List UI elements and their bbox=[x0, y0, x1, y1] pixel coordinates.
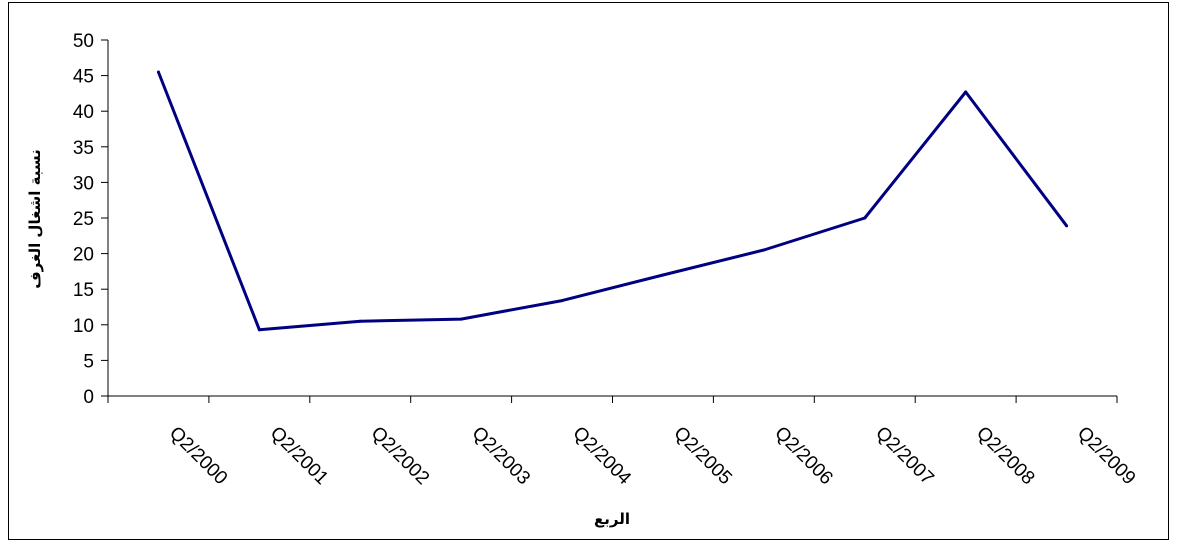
x-tick-label: Q2/2004 bbox=[569, 423, 636, 490]
y-tick-label: 5 bbox=[83, 351, 94, 372]
x-tick-label: Q2/2009 bbox=[1073, 423, 1139, 489]
x-tick-label: Q2/2007 bbox=[871, 423, 937, 489]
data-point bbox=[762, 248, 766, 252]
data-point bbox=[1065, 224, 1069, 228]
data-point bbox=[459, 317, 463, 321]
y-tick-label: 35 bbox=[73, 138, 94, 159]
data-point bbox=[863, 216, 867, 220]
data-point bbox=[156, 70, 160, 74]
series-layer bbox=[156, 70, 1069, 332]
x-axis: Q2/2000 Q2/2001 Q2/2002 Q2/2003 Q2/2004 Q2/20… bbox=[107, 395, 1139, 490]
chart-frame bbox=[8, 2, 1169, 540]
y-tick-label: 15 bbox=[73, 280, 94, 301]
x-tick-label: Q2/2008 bbox=[972, 423, 1038, 489]
data-point bbox=[560, 299, 564, 303]
y-tick-label: 50 bbox=[73, 31, 94, 52]
data-point bbox=[358, 319, 362, 323]
data-point bbox=[964, 90, 968, 94]
y-tick-label: 0 bbox=[83, 387, 94, 408]
series-line bbox=[157, 71, 1068, 332]
y-tick-label: 25 bbox=[73, 209, 94, 230]
y-tick-label: 45 bbox=[73, 67, 94, 88]
data-point bbox=[661, 273, 665, 277]
y-axis: 0 5 10 15 20 25 30 35 40 45 50 bbox=[73, 31, 109, 408]
x-tick-label: Q2/2000 bbox=[165, 423, 231, 489]
x-tick-label: Q2/2001 bbox=[266, 423, 332, 489]
x-tick-label: Q2/2006 bbox=[770, 423, 836, 489]
y-tick-label: 20 bbox=[73, 245, 94, 266]
y-axis-title: نسبة اشغال الغرف bbox=[26, 149, 44, 289]
y-tick-label: 40 bbox=[73, 102, 94, 123]
x-axis-title: الربع bbox=[594, 510, 630, 528]
x-tick-label: Q2/2003 bbox=[468, 423, 534, 489]
y-tick-label: 30 bbox=[73, 173, 94, 194]
data-point bbox=[257, 328, 261, 332]
y-tick-label: 10 bbox=[73, 316, 94, 337]
x-tick-label: Q2/2005 bbox=[669, 423, 735, 489]
x-tick-label: Q2/2002 bbox=[367, 423, 433, 489]
